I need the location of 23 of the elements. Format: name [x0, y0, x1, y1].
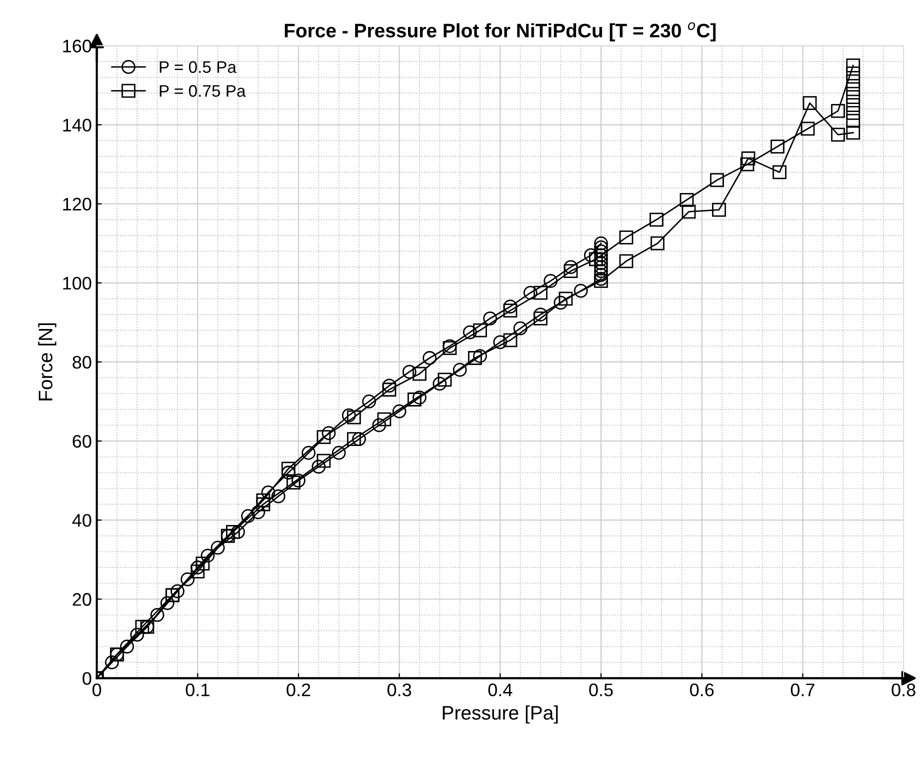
x-tick-label: 0.3: [388, 684, 412, 696]
legend-label: P = 0.75 Pa: [160, 85, 246, 97]
x-tick-label: 0.4: [488, 684, 512, 696]
x-tick-label: 0.1: [186, 684, 210, 696]
y-tick-label: 100: [63, 276, 92, 290]
y-tick-label: 0: [82, 672, 92, 685]
x-axis-title: Pressure [Pa]: [442, 705, 558, 724]
y-tick-label: 20: [72, 593, 92, 606]
y-tick-label: 120: [63, 198, 92, 211]
x-tick-label: 0: [92, 684, 102, 696]
y-tick-label: 60: [72, 434, 92, 448]
y-tick-label: 160: [63, 40, 92, 52]
x-tick-label: 0.7: [790, 684, 814, 696]
x-tick-label: 0.2: [286, 684, 310, 696]
chart-title: Force - Pressure Plot for NiTiPdCu [T = 230 $^{o}$C]: [284, 22, 716, 42]
x-tick-label: 0.8: [892, 684, 916, 696]
legend-label: P = 0.5 Pa: [160, 61, 236, 73]
y-tick-label: 140: [63, 118, 92, 132]
y-tick-label: 80: [72, 356, 92, 369]
y-axis-title: Force [N]: [38, 323, 56, 400]
y-tick-label: 40: [72, 514, 92, 527]
x-tick-label: 0.5: [589, 684, 613, 696]
x-tick-label: 0.6: [690, 684, 714, 696]
